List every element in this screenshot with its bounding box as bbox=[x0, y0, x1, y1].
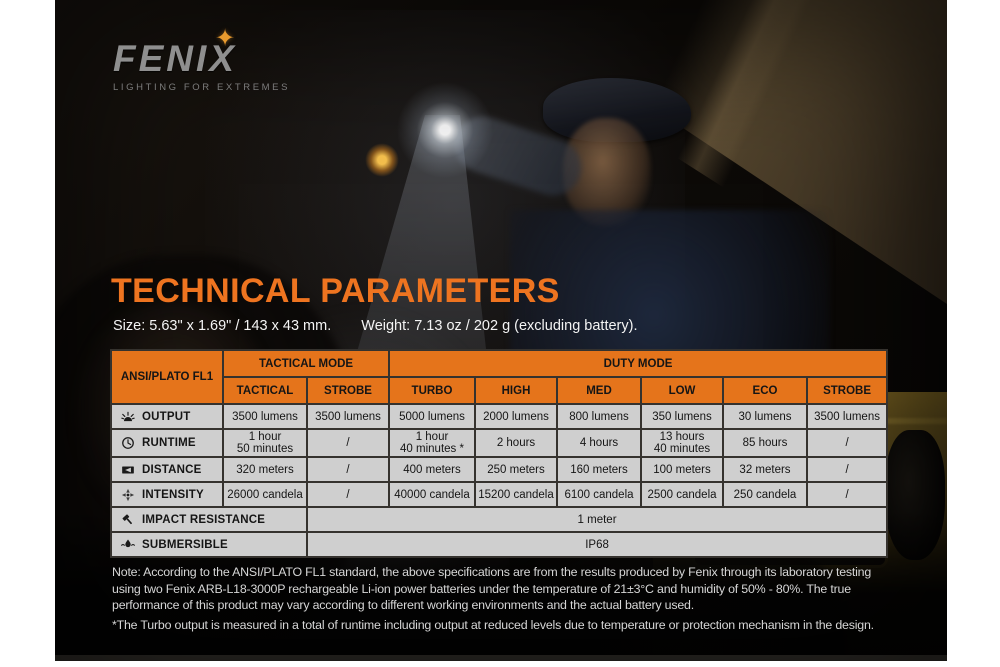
column-header-strobe2: STROBE bbox=[808, 378, 887, 403]
intensity-turbo: 40000 candela bbox=[394, 488, 470, 501]
runtime-turbo: 1 hour 40 minutes * bbox=[400, 431, 464, 455]
output-low: 350 lumens bbox=[652, 410, 712, 423]
table-row-runtime: RUNTIME 1 hour 50 minutes / 1 hour 40 mi… bbox=[112, 430, 887, 456]
output-icon bbox=[121, 411, 135, 421]
column-header-high: HIGH bbox=[476, 378, 556, 403]
impact-resistance-value: 1 meter bbox=[577, 513, 617, 526]
distance-strobe2: / bbox=[845, 463, 849, 476]
runtime-strobe: / bbox=[346, 437, 350, 449]
distance-high: 250 meters bbox=[487, 463, 545, 476]
bottom-gray-strip bbox=[55, 655, 947, 661]
distance-med: 160 meters bbox=[570, 463, 628, 476]
distance-icon bbox=[122, 466, 134, 473]
intensity-strobe: / bbox=[346, 488, 350, 501]
column-header-strobe: STROBE bbox=[308, 378, 388, 403]
weight-text: Weight: 7.13 oz / 202 g (excluding batte… bbox=[361, 318, 638, 334]
column-header-turbo: TURBO bbox=[390, 378, 474, 403]
output-med: 800 lumens bbox=[569, 410, 629, 423]
table-row-distance: DISTANCE 320 meters / 400 meters 250 met… bbox=[112, 458, 887, 481]
distance-turbo: 400 meters bbox=[403, 463, 461, 476]
intensity-eco: 250 candela bbox=[733, 488, 797, 501]
intensity-icon bbox=[121, 488, 135, 501]
runtime-low: 13 hours 40 minutes bbox=[653, 431, 711, 455]
distance-tactical: 320 meters bbox=[236, 463, 294, 476]
runtime-strobe2: / bbox=[845, 437, 849, 449]
table-row-output: OUTPUT 3500 lumens 3500 lumens 5000 lume… bbox=[112, 405, 887, 428]
runtime-med: 4 hours bbox=[579, 437, 619, 449]
output-strobe: 3500 lumens bbox=[315, 410, 381, 423]
fenix-tagline: LIGHTING FOR EXTREMES bbox=[113, 82, 291, 93]
impact-resistance-icon bbox=[122, 513, 132, 524]
output-high: 2000 lumens bbox=[483, 410, 549, 423]
column-header-tactical: TACTICAL bbox=[224, 378, 306, 403]
output-eco: 30 lumens bbox=[738, 410, 792, 423]
dimensions-line: Size: 5.63" x 1.69" / 143 x 43 mm. Weigh… bbox=[113, 318, 637, 334]
submersible-value: IP68 bbox=[585, 538, 609, 551]
column-header-med: MED bbox=[558, 378, 640, 403]
row-label: SUBMERSIBLE bbox=[142, 538, 228, 551]
turbo-note: *The Turbo output is measured in a total… bbox=[112, 617, 874, 632]
output-tactical: 3500 lumens bbox=[232, 410, 298, 423]
fenix-logo-wordmark: FENIX bbox=[113, 38, 237, 79]
distance-eco: 32 meters bbox=[739, 463, 791, 476]
table-row-submersible: SUBMERSIBLE IP68 bbox=[112, 533, 887, 556]
row-label: INTENSITY bbox=[142, 488, 204, 501]
submersible-icon bbox=[121, 538, 135, 547]
fenix-star-icon: ✦ bbox=[215, 25, 236, 52]
size-text: Size: 5.63" x 1.69" / 143 x 43 mm. bbox=[113, 318, 332, 334]
distance-strobe: / bbox=[346, 463, 350, 476]
distance-low: 100 meters bbox=[653, 463, 711, 476]
flashlight-glow bbox=[395, 80, 495, 180]
output-turbo: 5000 lumens bbox=[399, 410, 465, 423]
group-header-tactical-mode: TACTICAL MODE bbox=[224, 351, 388, 376]
table-row-intensity: INTENSITY 26000 candela / 40000 candela … bbox=[112, 483, 887, 506]
column-header-eco: ECO bbox=[724, 378, 806, 403]
runtime-tactical: 1 hour 50 minutes bbox=[236, 431, 294, 455]
fenix-logo: FENIX ✦ LIGHTING FOR EXTREMES bbox=[113, 25, 291, 93]
group-header-duty-mode: DUTY MODE bbox=[390, 351, 887, 376]
runtime-high: 2 hours bbox=[496, 437, 536, 449]
street-lamp-light bbox=[365, 143, 399, 177]
runtime-icon bbox=[122, 437, 134, 449]
output-strobe2: 3500 lumens bbox=[814, 410, 880, 423]
page-title: TECHNICAL PARAMETERS bbox=[111, 272, 560, 310]
column-header-low: LOW bbox=[642, 378, 722, 403]
intensity-strobe2: / bbox=[845, 488, 849, 501]
row-label: DISTANCE bbox=[142, 463, 202, 476]
runtime-eco: 85 hours bbox=[742, 437, 788, 449]
table-row-impact-resistance: IMPACT RESISTANCE 1 meter bbox=[112, 508, 887, 531]
intensity-low: 2500 candela bbox=[647, 488, 717, 501]
footnotes: Note: According to the ANSI/PLATO FL1 st… bbox=[112, 564, 902, 633]
corner-header: ANSI/PLATO FL1 bbox=[112, 351, 222, 403]
hero-photo: FENIX ✦ LIGHTING FOR EXTREMES TECHNICAL … bbox=[55, 0, 947, 661]
spec-table: ANSI/PLATO FL1 TACTICAL MODE DUTY MODE T… bbox=[110, 349, 889, 558]
row-label: IMPACT RESISTANCE bbox=[142, 513, 266, 526]
row-label: OUTPUT bbox=[142, 410, 191, 423]
intensity-tactical: 26000 candela bbox=[227, 488, 303, 501]
ansi-note: Note: According to the ANSI/PLATO FL1 st… bbox=[112, 565, 872, 612]
row-label: RUNTIME bbox=[142, 437, 196, 449]
intensity-med: 6100 candela bbox=[564, 488, 634, 501]
intensity-high: 15200 candela bbox=[478, 488, 554, 501]
